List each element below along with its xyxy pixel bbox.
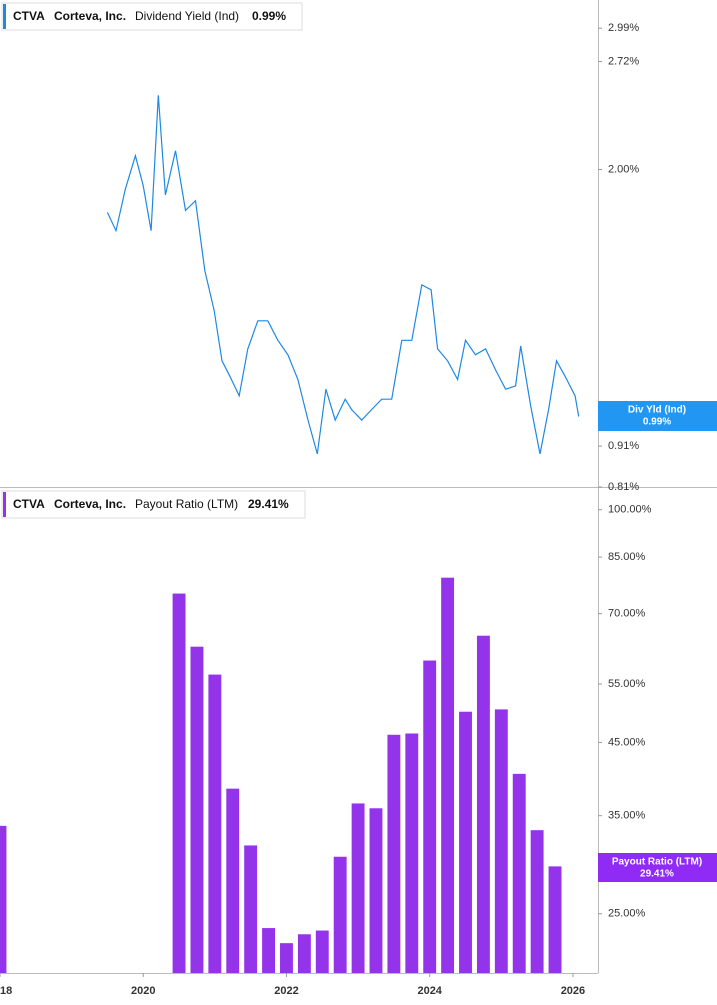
- current-value: 29.41%: [248, 497, 289, 511]
- bar: [333, 856, 347, 973]
- bar: [441, 577, 455, 973]
- bar: [459, 711, 472, 973]
- y-tick-label: 2.99%: [608, 22, 639, 34]
- x-tick-label: 2020: [131, 985, 155, 997]
- bar: [405, 733, 419, 973]
- bar: [315, 930, 329, 973]
- bar: [190, 646, 204, 973]
- bar: [244, 845, 258, 973]
- bar: [423, 660, 437, 973]
- y-tick-label: 0.81%: [608, 481, 639, 493]
- y-tick-label: 2.00%: [608, 163, 639, 175]
- bar: [172, 593, 186, 973]
- bar: [548, 866, 562, 973]
- bar: [512, 773, 526, 973]
- bar: [297, 934, 311, 973]
- x-tick-label: 2024: [417, 985, 442, 997]
- bar: [0, 825, 7, 973]
- y-tick-label: 100.00%: [608, 504, 652, 516]
- x-tick-label: 2018: [0, 985, 12, 997]
- y-tick-label: 55.00%: [608, 678, 646, 690]
- badge-label: Div Yld (Ind): [628, 405, 686, 416]
- company: Corteva, Inc.: [54, 9, 126, 23]
- chart-title: Dividend Yield (Ind): [135, 9, 239, 23]
- bar: [262, 928, 276, 973]
- legend-swatch: [3, 4, 6, 29]
- company: Corteva, Inc.: [54, 497, 126, 511]
- bar: [476, 635, 490, 973]
- plots: 2.99% 2.72% 2.00% 0.91% 0.81% 100.00% 85.00% 70…: [0, 22, 652, 997]
- x-tick-label: 2022: [274, 985, 298, 997]
- badge-label: Payout Ratio (LTM): [612, 857, 702, 868]
- ticker: CTVA: [13, 497, 45, 511]
- value-badge: [598, 853, 717, 882]
- y-tick-label: 35.00%: [608, 810, 646, 822]
- bar: [530, 830, 544, 973]
- badge-value: 29.41%: [640, 869, 674, 880]
- bar: [387, 734, 401, 973]
- y-tick-label: 85.00%: [608, 551, 646, 563]
- legend-box: [1, 2, 303, 31]
- y-tick-label: 25.00%: [608, 908, 646, 920]
- bar: [280, 943, 293, 973]
- chart-title: Payout Ratio (LTM): [135, 497, 238, 511]
- ticker: CTVA: [13, 9, 45, 23]
- x-tick-label: 2026: [561, 985, 585, 997]
- y-tick-label: 70.00%: [608, 608, 646, 620]
- bar: [369, 808, 383, 973]
- bar: [351, 803, 365, 973]
- value-badge: [598, 401, 717, 431]
- legend-box: [1, 490, 306, 519]
- y-tick-label: 45.00%: [608, 736, 646, 748]
- bar: [208, 674, 222, 973]
- bar: [494, 709, 508, 973]
- y-tick-label: 2.72%: [608, 55, 639, 67]
- current-value: 0.99%: [252, 9, 286, 23]
- data-line: [106, 95, 580, 455]
- legend-swatch: [3, 492, 6, 517]
- badge-value: 0.99%: [643, 417, 671, 428]
- y-tick-label: 0.91%: [608, 440, 639, 452]
- bar: [226, 788, 240, 973]
